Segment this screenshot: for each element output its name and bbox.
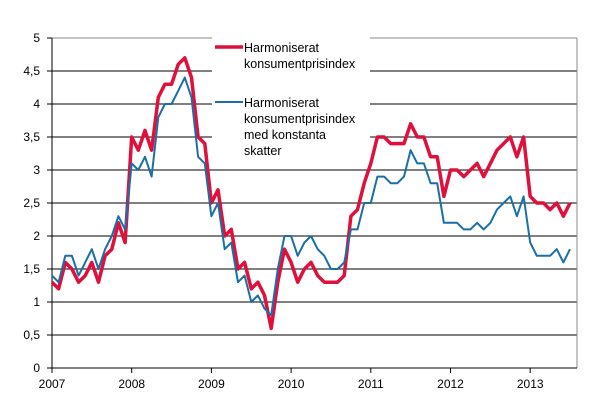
x-axis-ticks: 2007 2008 2009 2010 2011 2012 2013	[39, 368, 544, 391]
y-tick-label: 4,5	[23, 64, 40, 78]
y-tick-label: 2,5	[23, 196, 40, 210]
y-tick-label: 5	[33, 31, 40, 45]
legend-label-2: konsumentprisindex	[244, 112, 356, 126]
legend-label-1: konsumentprisindex	[244, 57, 356, 71]
y-tick-label: 1,5	[23, 262, 40, 276]
x-tick-label: 2013	[517, 377, 544, 391]
y-tick-label: 1	[33, 295, 40, 309]
x-tick-label: 2012	[437, 377, 464, 391]
y-tick-label: 4	[33, 97, 40, 111]
y-tick-label: 0,5	[23, 328, 40, 342]
y-tick-label: 3,5	[23, 130, 40, 144]
x-tick-label: 2009	[198, 377, 225, 391]
series-line-1	[50, 56, 572, 331]
legend-label-2: med konstanta	[244, 128, 326, 142]
y-tick-label: 3	[33, 163, 40, 177]
y-tick-label: 2	[33, 229, 40, 243]
x-tick-label: 2010	[278, 377, 305, 391]
series-line-2	[51, 76, 571, 317]
y-axis-ticks: 0 0,5 1 1,5 2 2,5 3 3,5 4 4,5 5	[23, 31, 52, 375]
x-tick-label: 2011	[358, 377, 384, 391]
legend-label-2: Harmoniserat	[244, 96, 320, 110]
x-tick-label: 2007	[39, 377, 66, 391]
y-tick-label: 0	[33, 361, 40, 375]
legend: Harmoniserat konsumentprisindex Harmoniser…	[215, 41, 356, 158]
legend-label-2: skatter	[244, 144, 282, 158]
series-lines	[50, 56, 572, 331]
legend-background	[212, 37, 370, 159]
legend-label-1: Harmoniserat	[244, 41, 320, 55]
x-tick-label: 2008	[118, 377, 145, 391]
gridlines	[51, 37, 578, 369]
